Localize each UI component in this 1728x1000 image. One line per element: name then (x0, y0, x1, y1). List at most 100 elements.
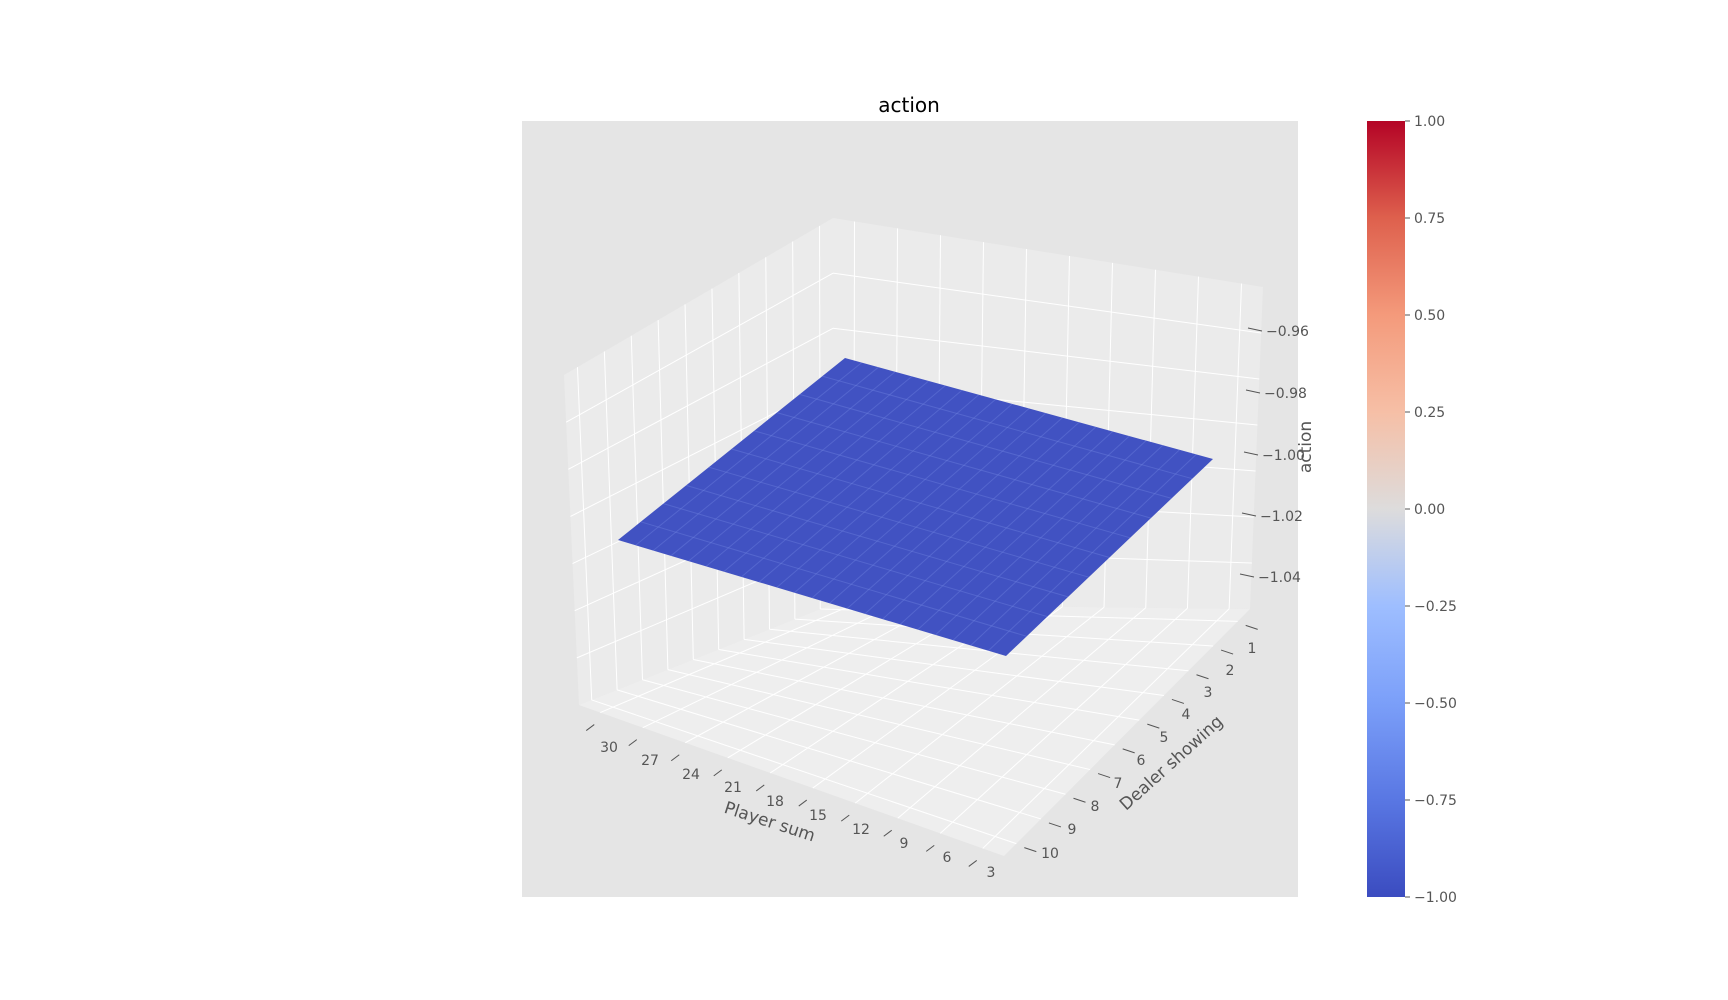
colorbar-tick-label: −1.00 (1414, 890, 1457, 906)
x-tick-label: 6 (943, 850, 952, 866)
y-tick-label: 9 (1068, 822, 1077, 838)
x-tick-labels: 30 27 24 21 18 15 12 9 6 3 (600, 740, 995, 881)
surface-mesh-line (754, 430, 1131, 539)
colorbar-tick-label: 0.00 (1414, 502, 1445, 518)
y-grid-line (718, 648, 1140, 721)
x-tick-mark (968, 860, 978, 867)
x-grid-line (897, 607, 1147, 819)
colorbar: 1.00 0.75 0.50 0.25 0.00 −0.25 −0.50 −0.… (1367, 114, 1457, 906)
y-wall-grid-line (630, 335, 643, 680)
surface-mesh-line (776, 398, 996, 588)
z-tick-label: −0.96 (1266, 324, 1309, 340)
surface-mesh-line (952, 444, 1164, 641)
y-tick-mark (1171, 698, 1185, 704)
x-grid-line (982, 608, 1230, 849)
x-tick-label: 24 (682, 767, 700, 783)
surface-mesh-line (829, 412, 1047, 604)
x-grid-line (600, 603, 855, 714)
surface-mesh-line (688, 375, 913, 562)
z-axis-label: action (1296, 421, 1316, 473)
x-tick-mark (798, 799, 808, 807)
y-tick-label: 2 (1226, 663, 1235, 679)
surface-mesh-line (723, 385, 946, 573)
z-grid-line (832, 272, 1262, 334)
colorbar-tick-label: 0.75 (1414, 211, 1445, 227)
z-tick-label: −1.04 (1258, 570, 1301, 586)
surface-mesh-line (652, 366, 879, 551)
x-tick-label: 9 (900, 836, 909, 852)
x-tick-mark (585, 724, 595, 731)
z-tick-mark (1241, 512, 1257, 517)
surface-mesh-line (705, 380, 929, 567)
x-tick-label: 3 (987, 865, 996, 881)
surface-mesh-line (685, 484, 1069, 598)
y-tick-label: 3 (1204, 685, 1213, 701)
x-tick-mark (713, 769, 723, 777)
z-tick-mark (1239, 573, 1255, 578)
x-tick-label: 12 (852, 822, 870, 838)
y-tick-labels: 1 2 3 4 5 6 7 8 9 10 (1041, 641, 1256, 862)
y-wall-grid-line (576, 367, 593, 700)
y-grid-line (616, 689, 1042, 820)
y-wall-grid-line (603, 351, 618, 690)
x-tick-label: 15 (809, 808, 827, 824)
floor-pane (579, 604, 1250, 856)
y-tick-mark (1196, 674, 1209, 680)
surface-mesh-line (864, 421, 1080, 615)
y-grid-line (693, 659, 1115, 746)
surface-plane (618, 358, 1213, 656)
z-tick-labels: −0.96 −0.98 −1.00 −1.02 −1.04 (1258, 324, 1309, 586)
y-tick-mark (1097, 773, 1111, 779)
surface-mesh-line (799, 393, 1172, 499)
colorbar-tick-label: 0.25 (1414, 405, 1445, 421)
z-tick-mark (1247, 327, 1263, 332)
colorbar-tick-label: 0.50 (1414, 308, 1445, 324)
surface-mesh-line (741, 389, 963, 578)
colorbar-gradient (1367, 121, 1405, 897)
x-grid-line (642, 604, 896, 729)
surface-mesh-line (846, 417, 1063, 609)
surface-mesh-line (670, 371, 896, 557)
y-tick-label: 10 (1041, 846, 1059, 862)
y-wall-grid-line (684, 304, 694, 660)
y-tick-mark (1024, 847, 1037, 853)
y-tick-mark (1048, 822, 1062, 828)
surface-mesh-line (635, 362, 863, 546)
x-tick-mark (628, 739, 638, 747)
surface-mesh-line (899, 431, 1113, 625)
y-tick-label: 8 (1091, 799, 1100, 815)
y-tick-label: 5 (1160, 730, 1169, 746)
y-tick-label: 7 (1114, 776, 1123, 792)
y-tick-label: 6 (1137, 753, 1146, 769)
x-wall-grid-line (1228, 283, 1242, 609)
x-tick-mark (670, 754, 680, 762)
y-tick-mark (1245, 624, 1258, 630)
x-grid-line (854, 606, 1105, 804)
surface-mesh-line (917, 435, 1130, 631)
x-tick-mark (925, 844, 935, 852)
chart-title: action (878, 93, 940, 117)
y-tick-mark (1220, 649, 1234, 655)
z-tick-mark (1243, 451, 1259, 456)
surface-mesh-line (663, 503, 1048, 618)
x-grid-line (939, 607, 1188, 834)
x-wall-grid-line (1186, 276, 1199, 609)
surface-mesh-line (970, 449, 1180, 646)
y-tick-label: 4 (1182, 707, 1191, 723)
colorbar-tick-label: −0.75 (1414, 793, 1457, 809)
surface-mesh (635, 362, 1197, 652)
x-tick-mark (883, 829, 893, 837)
y-grid-line (744, 638, 1164, 696)
y-tick-mark (1073, 797, 1086, 803)
surface-mesh-line (988, 454, 1197, 652)
surface-mesh-line (882, 426, 1097, 620)
surface-mesh-line (776, 412, 1152, 519)
y-grid-line (642, 679, 1066, 795)
y-wall-grid-line (657, 320, 669, 670)
y-tick-label: 1 (1248, 641, 1257, 657)
y-tick-mark (1147, 723, 1160, 729)
surface-mesh-line (731, 448, 1110, 558)
colorbar-ticks (1405, 120, 1410, 898)
z-tick-label: −0.98 (1264, 386, 1307, 402)
